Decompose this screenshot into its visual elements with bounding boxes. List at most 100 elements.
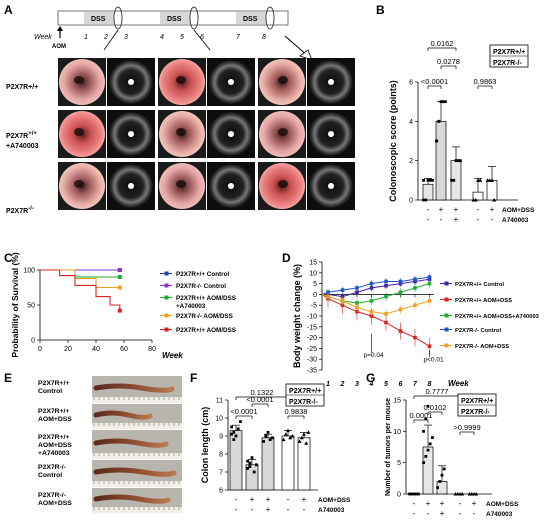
treatment-sign: - bbox=[427, 509, 430, 518]
x-axis-label: Week bbox=[162, 351, 183, 360]
data-point bbox=[424, 198, 428, 202]
p-value: p=0.04 bbox=[364, 352, 384, 359]
y-tick-label: 100 bbox=[23, 268, 35, 275]
data-point bbox=[460, 492, 465, 496]
y-axis-label: Colon length (cm) bbox=[200, 407, 210, 484]
week-number: 7 bbox=[236, 34, 241, 41]
data-point bbox=[422, 178, 425, 182]
panel-label-b: B bbox=[376, 3, 385, 17]
y-tick-label: 11 bbox=[216, 398, 223, 405]
data-point bbox=[384, 294, 388, 299]
colon-row-label: P2X7R+/+ bbox=[38, 380, 69, 387]
p-value: 0.0001 bbox=[410, 411, 433, 420]
colon-photos: P2X7R+/+ControlP2X7R+/+AOM+DSSP2X7R+/+AO… bbox=[38, 376, 182, 513]
colon-row-label: P2X7R+/+ bbox=[38, 408, 69, 415]
data-point bbox=[236, 427, 240, 431]
legend-marker bbox=[444, 343, 449, 348]
data-point bbox=[427, 299, 432, 303]
bar bbox=[435, 120, 447, 201]
data-point bbox=[369, 299, 374, 303]
treatment-sign: - bbox=[459, 509, 462, 518]
treatment-sign: + bbox=[454, 205, 459, 214]
treatment-sign: + bbox=[250, 495, 255, 504]
ultrasound-probe bbox=[328, 79, 334, 85]
p-value: 0.0102 bbox=[424, 403, 447, 412]
data-point bbox=[436, 486, 439, 490]
data-point bbox=[340, 288, 345, 292]
legend-marker bbox=[164, 295, 169, 300]
y-tick-label: 5 bbox=[397, 460, 401, 467]
data-point bbox=[268, 438, 272, 441]
y-tick-label: 0 bbox=[31, 338, 35, 345]
data-point bbox=[355, 290, 359, 295]
x-tick-label: 5 bbox=[384, 381, 388, 388]
treatment-sign: + bbox=[440, 499, 445, 508]
data-point bbox=[410, 492, 414, 496]
legend-item: P2X7R-/- bbox=[493, 60, 522, 67]
survival-line bbox=[40, 269, 121, 311]
treatment-sign: - bbox=[251, 505, 254, 514]
treatment-sign: - bbox=[477, 215, 480, 224]
x-tick-label: 40 bbox=[92, 346, 100, 353]
panel-label-a: A bbox=[4, 3, 13, 17]
legend-item: P2X7R+/+ Control bbox=[455, 282, 504, 288]
treatment-sign: - bbox=[303, 505, 306, 514]
data-point bbox=[304, 441, 309, 445]
x-tick-label: 3 bbox=[355, 381, 359, 388]
colon-row-label: AOM+DSS bbox=[38, 500, 72, 507]
data-point bbox=[413, 335, 417, 340]
survival-marker bbox=[117, 275, 122, 279]
x-axis-label: Week bbox=[448, 379, 469, 388]
treatment-sign: + bbox=[266, 505, 271, 514]
data-point bbox=[232, 438, 236, 441]
panel-label-g: G bbox=[366, 371, 375, 385]
treatment-sign: - bbox=[459, 499, 462, 508]
treatment-sign: - bbox=[235, 505, 238, 514]
colon-specimen bbox=[93, 494, 171, 504]
x-tick-label: 60 bbox=[120, 346, 128, 353]
panel-label-f: F bbox=[190, 371, 197, 385]
ultrasound-probe bbox=[228, 183, 234, 189]
legend-item: P2X7R+/+ bbox=[493, 49, 525, 56]
bar bbox=[472, 191, 484, 201]
data-point bbox=[422, 429, 425, 433]
data-point bbox=[369, 286, 374, 290]
week-number: 5 bbox=[180, 34, 184, 41]
data-point bbox=[384, 283, 388, 288]
treatment-sign: - bbox=[427, 205, 430, 214]
y-axis-label: Body weight change (%) bbox=[292, 264, 302, 368]
data-point bbox=[426, 404, 430, 408]
colon-row-label: AOM+DSS bbox=[38, 416, 72, 423]
ultrasound-probe bbox=[228, 131, 234, 137]
p-value: 0.1322 bbox=[251, 388, 274, 397]
data-point bbox=[444, 100, 447, 104]
endo-row-label-2a: P2X7R+/+ bbox=[6, 131, 37, 140]
p-value: 0.0278 bbox=[437, 57, 460, 66]
legend-item: +A740003 bbox=[176, 303, 206, 310]
treatment-sign: + bbox=[454, 215, 459, 224]
data-point bbox=[426, 178, 430, 182]
data-point bbox=[417, 492, 420, 496]
data-point bbox=[478, 178, 483, 182]
data-point bbox=[250, 456, 254, 459]
data-point bbox=[442, 467, 446, 471]
data-point bbox=[427, 281, 432, 286]
endo-row-label-3: P2X7R-/- bbox=[6, 206, 34, 215]
data-point bbox=[492, 198, 497, 202]
x-tick-label: 0 bbox=[38, 346, 42, 353]
colon-specimen bbox=[93, 383, 175, 393]
data-point bbox=[255, 463, 258, 467]
treatment-label: A740003 bbox=[318, 507, 345, 514]
data-point bbox=[398, 307, 403, 312]
x-tick-label: 80 bbox=[148, 346, 156, 353]
x-tick-label: 4 bbox=[369, 381, 374, 388]
data-point bbox=[281, 437, 286, 442]
y-tick-label: -10 bbox=[307, 314, 317, 321]
y-tick-label: 15 bbox=[309, 260, 317, 267]
x-tick-label: 20 bbox=[64, 346, 72, 353]
dss-label-3: DSS bbox=[243, 16, 258, 23]
data-point bbox=[412, 492, 416, 496]
treatment-sign: + bbox=[490, 205, 495, 214]
endoscopy-lumen bbox=[74, 128, 84, 136]
ruler bbox=[92, 507, 182, 513]
